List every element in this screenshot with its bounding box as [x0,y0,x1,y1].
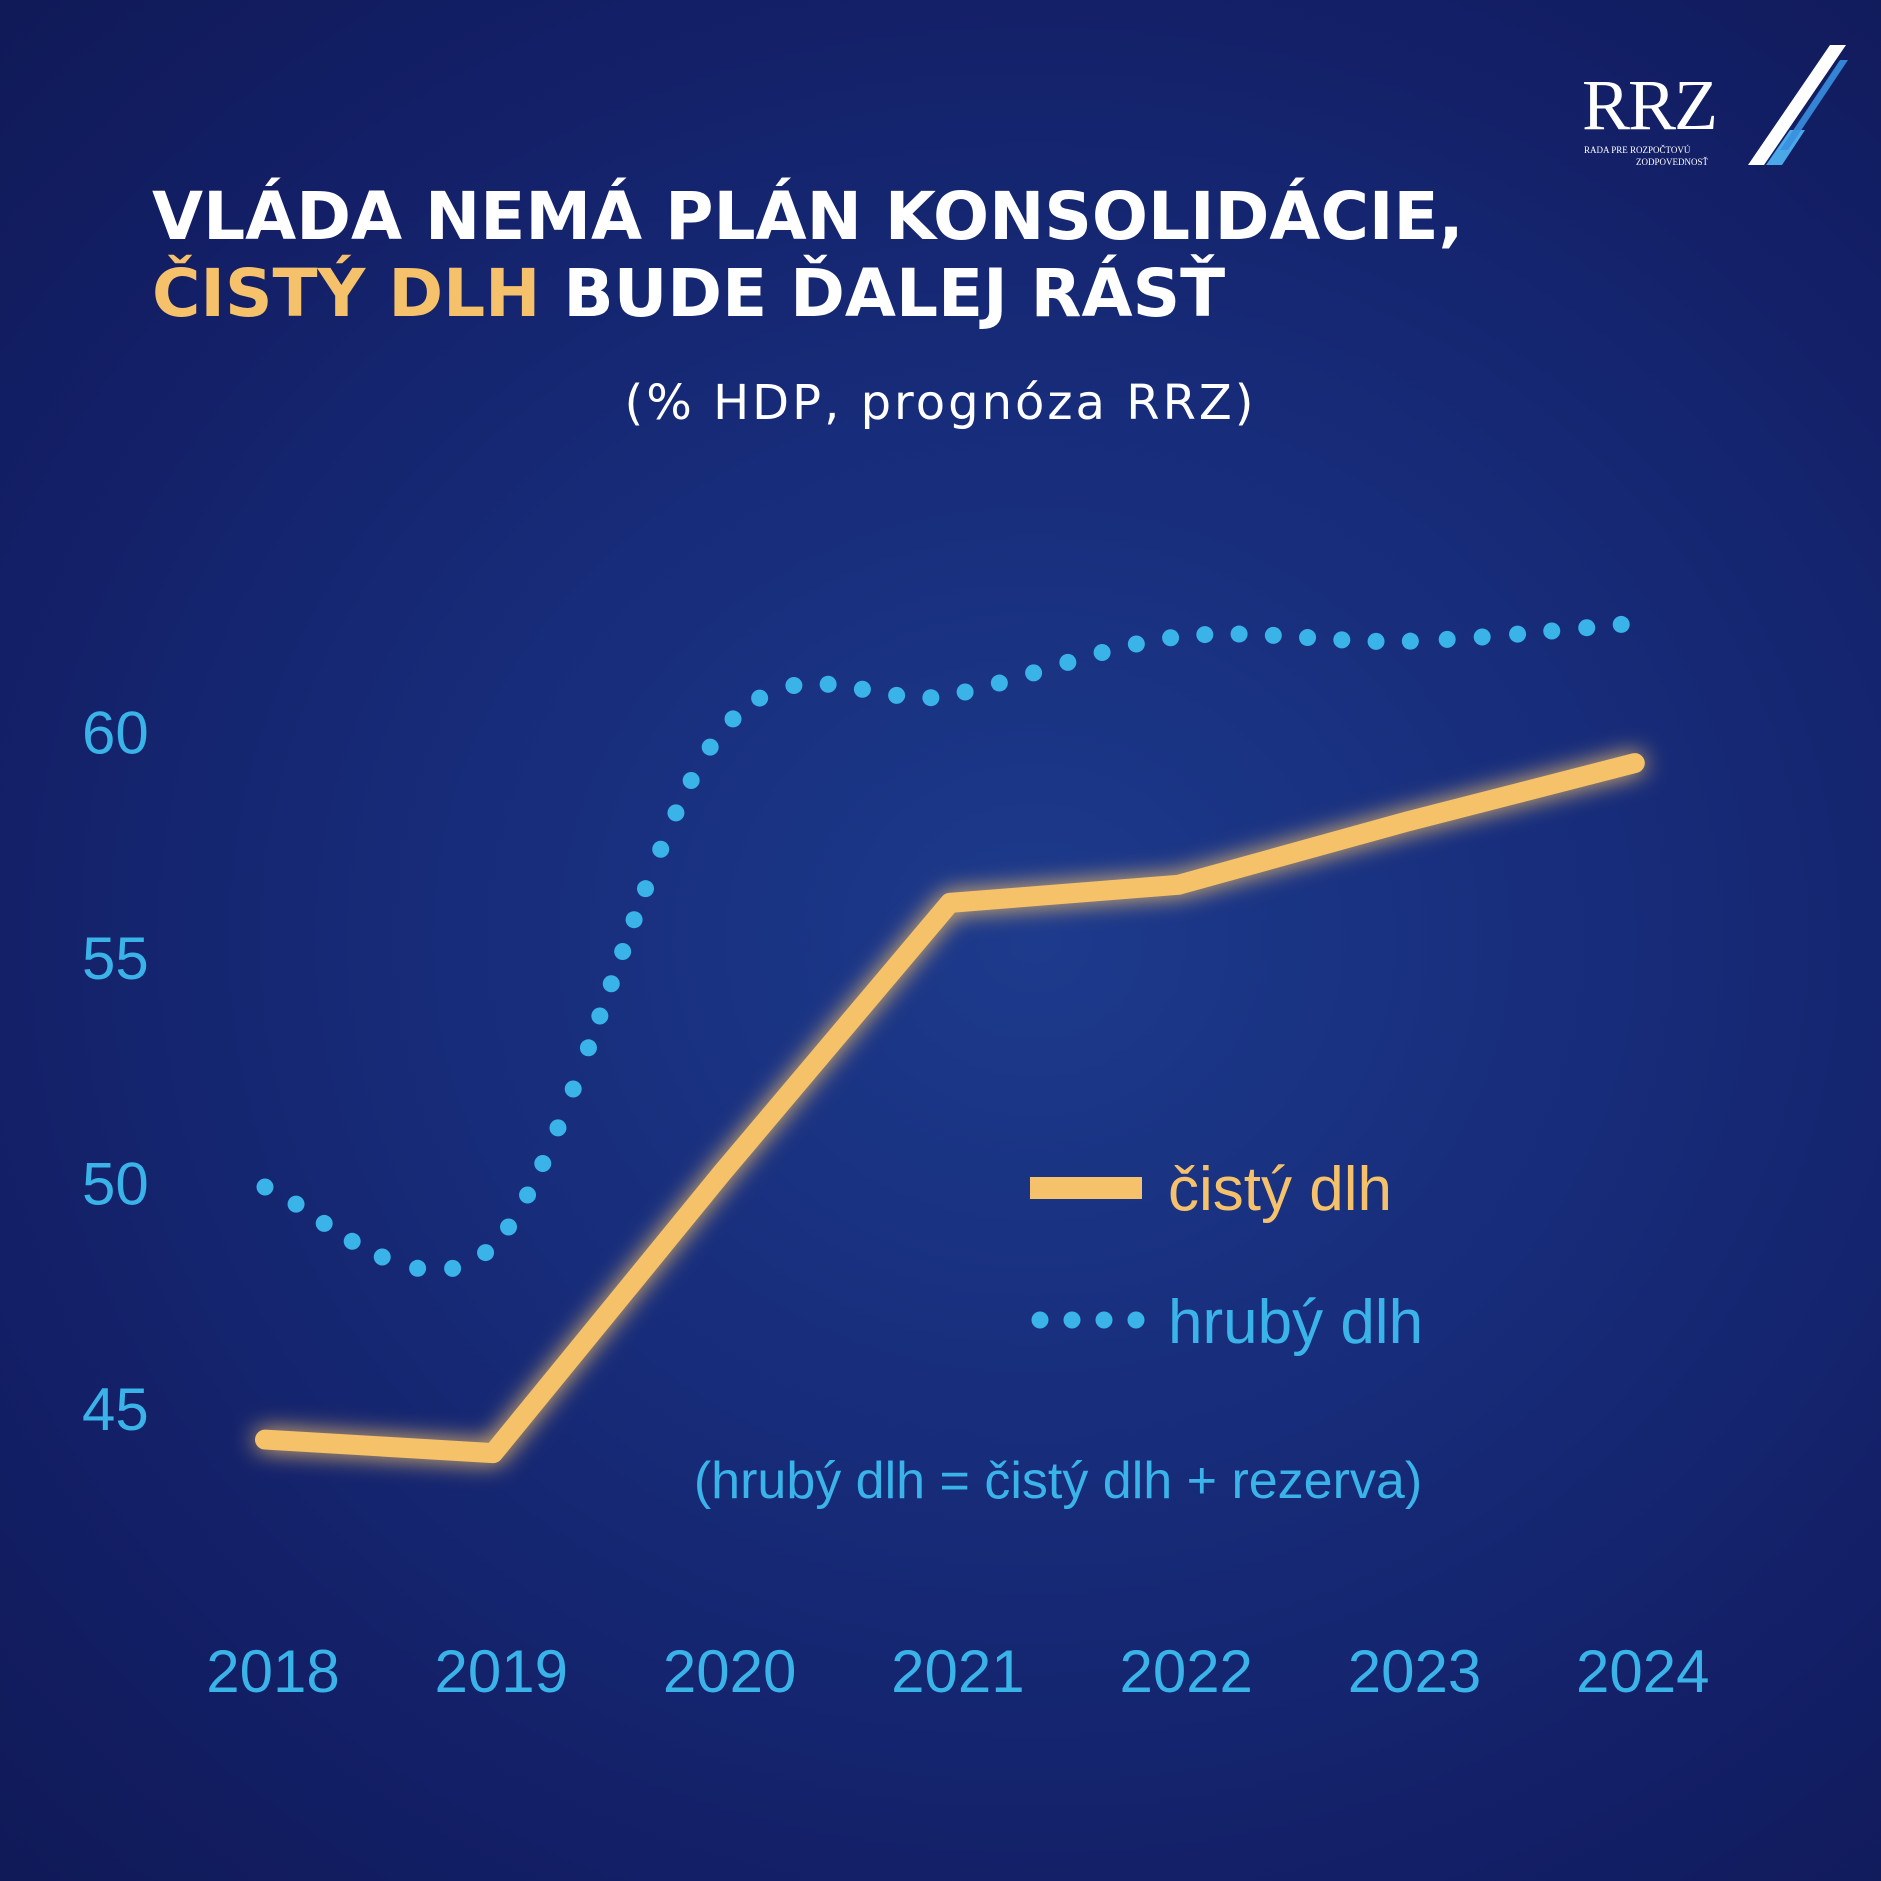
gross-debt-dot [519,1186,537,1204]
gross-debt-dot [751,689,769,707]
logo-text: RRZ [1582,65,1718,145]
gross-debt-dot [564,1080,582,1098]
series-line-gross-debt [256,615,1630,1277]
chart-title-rest: BUDE ĎALEJ RÁSŤ [540,255,1226,332]
x-tick-label: 2023 [1348,1638,1481,1705]
series-layer [255,615,1645,1464]
legend-dot [1127,1311,1145,1329]
gross-debt-dot [315,1214,333,1232]
series-line-net-debt [255,753,1645,1464]
gross-debt-dot [287,1195,305,1213]
gross-debt-dot [888,686,906,704]
gross-debt-dot [667,804,685,822]
gross-debt-dot [579,1039,597,1057]
gross-debt-dot [477,1244,495,1262]
gross-debt-dot [614,943,632,961]
gross-debt-dot [990,674,1008,692]
chart-subtitle: (% HDP, prognóza RRZ) [624,375,1257,431]
gross-debt-dot [819,675,837,693]
y-tick-label: 45 [82,1376,149,1443]
x-tick-label: 2020 [663,1638,796,1705]
logo-subtitle-line1: RADA PRE ROZPOČTOVÚ [1584,145,1691,155]
gross-debt-dot [1543,622,1561,640]
gross-debt-dot [1333,631,1351,649]
chart-title-highlight: ČISTÝ DLH [152,255,541,332]
gross-debt-dot [652,840,670,858]
gross-debt-dot [373,1248,391,1266]
gross-debt-dot [853,680,871,698]
gross-debt-dot [724,710,742,728]
gross-debt-dot [682,772,700,790]
gross-debt-dot [1127,635,1145,653]
legend-label-net-debt: čistý dlh [1168,1155,1392,1224]
gross-debt-dot [1093,643,1111,661]
legend-dot [1063,1311,1081,1329]
gross-debt-dot [1025,664,1043,682]
chart-title-line2: ČISTÝ DLH BUDE ĎALEJ RÁSŤ [152,255,1225,332]
gross-debt-dot [444,1259,462,1277]
x-tick-label: 2022 [1119,1638,1252,1705]
logo-subtitle: RADA PRE ROZPOČTOVÚ ZODPOVEDNOSŤ [1584,144,1764,168]
data-point-gross-debt [256,1178,274,1196]
gross-debt-dot [637,880,654,898]
gross-debt-dot [1059,653,1077,671]
gross-debt-dot [343,1232,361,1250]
gross-debt-dot [1509,625,1527,643]
y-axis: 45 50 55 60 [82,700,149,1444]
gross-debt-dot [1196,626,1214,644]
legend-label-gross-debt: hrubý dlh [1168,1288,1423,1357]
gross-debt-dot [701,738,719,756]
gross-debt-dot [591,1007,609,1025]
logo-swoosh-icon [1748,45,1848,165]
gross-debt-dot [1367,632,1385,650]
chart-note: (hrubý dlh = čistý dlh + rezerva) [694,1452,1422,1510]
x-tick-label: 2021 [891,1638,1024,1705]
gross-debt-dot [1612,615,1630,633]
logo-subtitle-line2: ZODPOVEDNOSŤ [1636,157,1708,167]
gross-debt-dot [500,1218,518,1236]
gross-debt-dot [1299,629,1317,647]
gross-debt-dot [625,911,643,929]
legend-dot [1031,1311,1049,1329]
x-axis: 2018 2019 2020 2021 2022 2023 2024 [206,1638,1709,1705]
legend-dot [1095,1311,1113,1329]
gross-debt-dot [549,1119,567,1137]
legend: čistý dlh hrubý dlh [1030,1155,1423,1357]
gross-debt-dot [1578,619,1596,637]
legend-swatch-gross-debt [1031,1311,1145,1329]
y-tick-label: 60 [82,700,149,767]
y-tick-label: 50 [82,1151,149,1218]
x-tick-label: 2024 [1576,1638,1709,1705]
gross-debt-dot [1401,632,1419,650]
gross-debt-dot [534,1155,552,1173]
gross-debt-dot [1473,628,1491,646]
chart-title-line1: VLÁDA NEMÁ PLÁN KONSOLIDÁCIE, [152,178,1464,255]
rrz-logo: RRZ RADA PRE ROZPOČTOVÚ ZODPOVEDNOSŤ [1570,40,1850,180]
gross-debt-dot [409,1259,427,1277]
gross-debt-dot [1264,626,1282,644]
gross-debt-dot [602,975,620,993]
x-tick-label: 2019 [435,1638,568,1705]
x-tick-label: 2018 [206,1638,339,1705]
gross-debt-dot [785,677,803,695]
gross-debt-dot [1230,625,1248,643]
gross-debt-dot [1438,630,1456,648]
gross-debt-dot [1162,629,1180,647]
gross-debt-dot [956,683,974,701]
y-tick-label: 55 [82,925,149,992]
gross-debt-dot [922,689,940,707]
